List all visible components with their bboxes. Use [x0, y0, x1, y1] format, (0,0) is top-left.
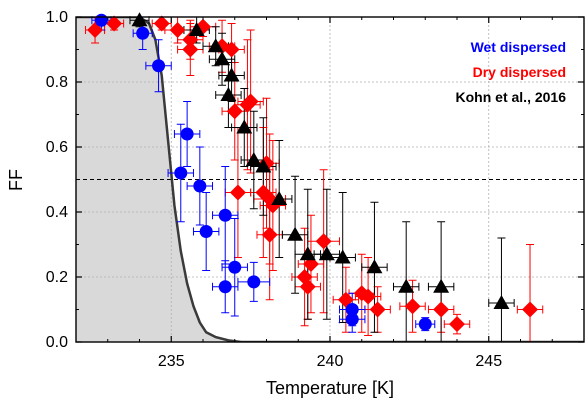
dry-dispersed-point-26 [404, 298, 421, 315]
kohn-et-al-2016-point-3 [214, 51, 231, 66]
wet-dispersed-point-2 [152, 59, 166, 73]
kohn-et-al-2016-point-5 [220, 87, 237, 101]
shaded-region [76, 17, 242, 342]
dry-dispersed-point-12 [229, 184, 246, 201]
kohn-et-al-2016-point-11 [299, 246, 316, 261]
shaded-area [76, 17, 242, 342]
wet-dispersed-point-11 [345, 303, 359, 316]
kohn-et-al-2016-point-13 [334, 249, 351, 264]
kohn-et-al-2016-point-17 [493, 295, 510, 309]
dry-dispersed-point-17 [261, 226, 278, 243]
y-axis-title: FF [6, 169, 26, 191]
data-markers [87, 12, 539, 333]
y-tick-label: 0.6 [46, 139, 68, 156]
dry-dispersed-point-1 [106, 15, 123, 32]
legend-label-kohn: Kohn et al., 2016 [456, 89, 567, 105]
y-tick-label: 1.0 [46, 9, 68, 26]
kohn-et-al-2016-point-10 [287, 226, 304, 241]
dry-dispersed-point-8 [223, 41, 240, 58]
wet-dispersed-point-1 [136, 26, 150, 40]
dry-dispersed-point-28 [449, 316, 465, 333]
x-tick-label: 245 [475, 353, 502, 370]
x-tick-label: 240 [317, 353, 344, 370]
dry-dispersed-point-19 [299, 278, 316, 295]
wet-dispersed-point-12 [345, 312, 359, 326]
dry-dispersed-point-29 [522, 301, 539, 318]
wet-dispersed-point-9 [218, 280, 232, 294]
x-axis-title: Temperature [K] [266, 378, 394, 398]
kohn-et-al-2016-point-6 [236, 119, 253, 134]
kohn-et-al-2016-point-9 [271, 191, 288, 205]
dry-dispersed-point-2 [153, 15, 170, 32]
kohn-et-al-2016-point-1 [188, 22, 205, 36]
kohn-et-al-2016-point-16 [433, 278, 450, 293]
y-tick-label: 0.8 [46, 74, 68, 91]
dry-dispersed-point-25 [369, 301, 386, 318]
axis-ticks: 235 240 245 0.0 0.2 0.4 0.6 0.8 1.0 [46, 9, 585, 370]
dry-dispersed-point-21 [315, 233, 332, 250]
y-tick-label: 0.2 [46, 269, 68, 286]
dry-dispersed-point-3 [169, 22, 186, 38]
grid-lines [76, 17, 584, 342]
x-tick-label: 235 [158, 353, 185, 370]
dry-dispersed-point-24 [360, 288, 377, 305]
wet-dispersed-point-7 [218, 208, 232, 222]
dry-dispersed-point-9 [226, 103, 243, 120]
wet-dispersed-point-5 [193, 179, 207, 193]
wet-dispersed-point-0 [94, 13, 108, 27]
legend-label-wet: Wet dispersed [471, 39, 566, 55]
wet-dispersed-point-4 [174, 166, 188, 180]
kohn-et-al-2016-point-7 [245, 152, 262, 166]
legend: Wet dispersed Dry dispersed Kohn et al.,… [456, 39, 567, 105]
y-tick-label: 0.4 [46, 204, 68, 221]
wet-dispersed-point-13 [418, 317, 432, 331]
wet-dispersed-point-6 [199, 225, 213, 238]
wet-dispersed-point-10 [247, 275, 261, 289]
kohn-et-al-2016-point-4 [223, 67, 240, 82]
kohn-et-al-2016-point-2 [207, 38, 224, 53]
kohn-et-al-2016-point-15 [398, 278, 415, 293]
y-tick-label: 0.0 [46, 334, 68, 351]
dry-dispersed-point-5 [182, 41, 199, 58]
kohn-et-al-2016-point-14 [366, 259, 383, 274]
dry-dispersed-point-11 [242, 93, 259, 110]
legend-label-dry: Dry dispersed [473, 64, 566, 80]
wet-dispersed-point-3 [180, 127, 194, 141]
kohn-et-al-2016-point-12 [318, 246, 335, 261]
dry-dispersed-point-27 [433, 301, 450, 318]
kohn-et-al-2016-point-8 [255, 158, 272, 173]
wet-dispersed-point-8 [228, 260, 242, 274]
